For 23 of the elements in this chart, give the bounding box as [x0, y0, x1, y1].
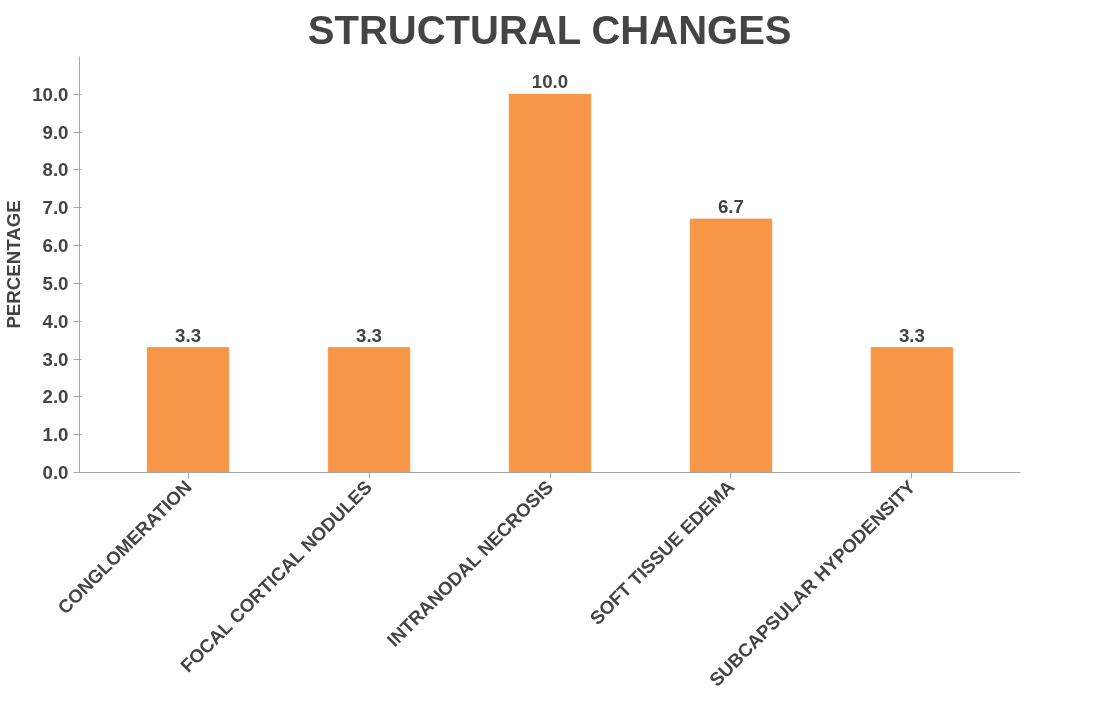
data-label: 10.0: [531, 71, 569, 93]
y-tick-label: 8.0: [42, 159, 69, 181]
data-label: 3.3: [175, 324, 202, 346]
bar: [146, 347, 230, 473]
data-label: 3.3: [356, 324, 383, 346]
y-tick-label: 7.0: [42, 197, 69, 219]
y-tick-label: 9.0: [42, 121, 69, 143]
bar: [689, 218, 773, 473]
y-tick-label: 3.0: [42, 348, 69, 370]
y-tick-label: 5.0: [42, 272, 69, 294]
data-label: 3.3: [898, 324, 925, 346]
y-tick-label: 2.0: [42, 386, 69, 408]
bar: [327, 347, 411, 473]
data-label: 6.7: [717, 196, 744, 218]
y-axis-title: PERCENTAGE: [3, 200, 25, 329]
y-tick-label: 6.0: [42, 235, 69, 257]
bar: [870, 347, 954, 473]
y-tick-label: 10.0: [32, 83, 69, 105]
y-tick-label: 4.0: [42, 310, 69, 332]
y-tick-label: 0.0: [42, 462, 69, 483]
bar: [508, 93, 592, 473]
y-tick-label: 1.0: [42, 424, 69, 446]
chart-title: STRUCTURAL CHANGES: [307, 7, 792, 52]
